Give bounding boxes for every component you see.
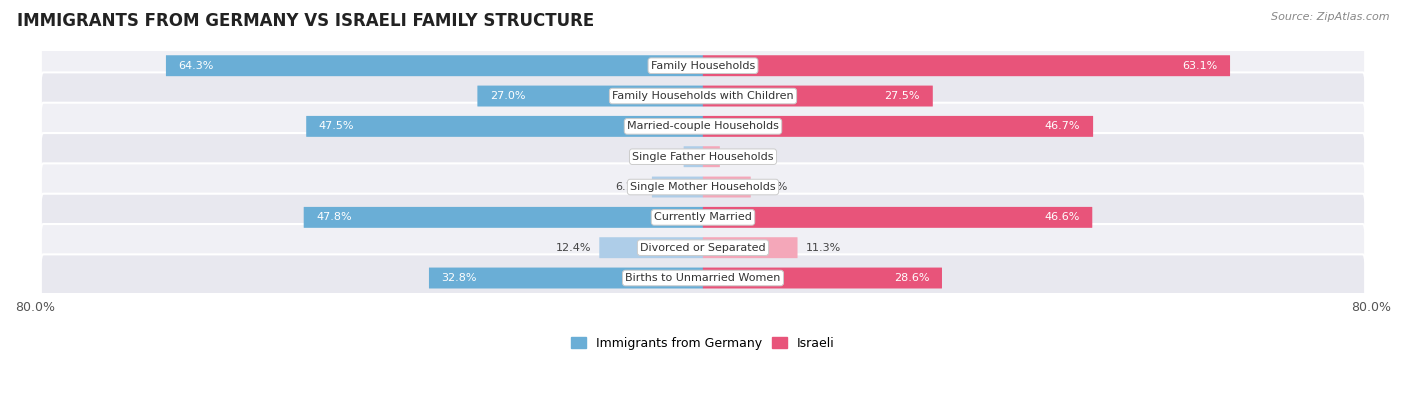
FancyBboxPatch shape: [703, 177, 751, 198]
FancyBboxPatch shape: [703, 55, 1230, 76]
Text: 32.8%: 32.8%: [441, 273, 477, 283]
Text: 47.8%: 47.8%: [316, 213, 352, 222]
FancyBboxPatch shape: [304, 207, 703, 228]
Text: Family Households with Children: Family Households with Children: [612, 91, 794, 101]
FancyBboxPatch shape: [703, 86, 932, 107]
Text: Divorced or Separated: Divorced or Separated: [640, 243, 766, 253]
FancyBboxPatch shape: [703, 116, 1092, 137]
FancyBboxPatch shape: [703, 146, 720, 167]
FancyBboxPatch shape: [703, 207, 1092, 228]
FancyBboxPatch shape: [599, 237, 703, 258]
Text: Births to Unmarried Women: Births to Unmarried Women: [626, 273, 780, 283]
FancyBboxPatch shape: [41, 194, 1365, 241]
FancyBboxPatch shape: [166, 55, 703, 76]
FancyBboxPatch shape: [41, 42, 1365, 89]
FancyBboxPatch shape: [703, 237, 797, 258]
Text: IMMIGRANTS FROM GERMANY VS ISRAELI FAMILY STRUCTURE: IMMIGRANTS FROM GERMANY VS ISRAELI FAMIL…: [17, 12, 595, 30]
Text: 6.1%: 6.1%: [616, 182, 644, 192]
Text: 27.0%: 27.0%: [491, 91, 526, 101]
Text: Married-couple Households: Married-couple Households: [627, 121, 779, 132]
FancyBboxPatch shape: [41, 224, 1365, 271]
FancyBboxPatch shape: [429, 267, 703, 288]
FancyBboxPatch shape: [478, 86, 703, 107]
Text: 11.3%: 11.3%: [806, 243, 841, 253]
FancyBboxPatch shape: [652, 177, 703, 198]
Text: Single Mother Households: Single Mother Households: [630, 182, 776, 192]
Text: 27.5%: 27.5%: [884, 91, 920, 101]
FancyBboxPatch shape: [41, 133, 1365, 181]
Text: Source: ZipAtlas.com: Source: ZipAtlas.com: [1271, 12, 1389, 22]
Text: Single Father Households: Single Father Households: [633, 152, 773, 162]
FancyBboxPatch shape: [41, 72, 1365, 120]
Text: 64.3%: 64.3%: [179, 61, 214, 71]
Text: 5.7%: 5.7%: [759, 182, 787, 192]
Text: 47.5%: 47.5%: [319, 121, 354, 132]
Text: 28.6%: 28.6%: [894, 273, 929, 283]
Text: 63.1%: 63.1%: [1182, 61, 1218, 71]
FancyBboxPatch shape: [307, 116, 703, 137]
FancyBboxPatch shape: [703, 267, 942, 288]
FancyBboxPatch shape: [41, 164, 1365, 211]
Text: Currently Married: Currently Married: [654, 213, 752, 222]
Text: Family Households: Family Households: [651, 61, 755, 71]
FancyBboxPatch shape: [41, 254, 1365, 302]
FancyBboxPatch shape: [683, 146, 703, 167]
Text: 2.3%: 2.3%: [647, 152, 675, 162]
Legend: Immigrants from Germany, Israeli: Immigrants from Germany, Israeli: [567, 332, 839, 355]
Text: 46.7%: 46.7%: [1045, 121, 1080, 132]
Text: 46.6%: 46.6%: [1045, 213, 1080, 222]
Text: 2.0%: 2.0%: [728, 152, 756, 162]
FancyBboxPatch shape: [41, 103, 1365, 150]
Text: 12.4%: 12.4%: [555, 243, 591, 253]
